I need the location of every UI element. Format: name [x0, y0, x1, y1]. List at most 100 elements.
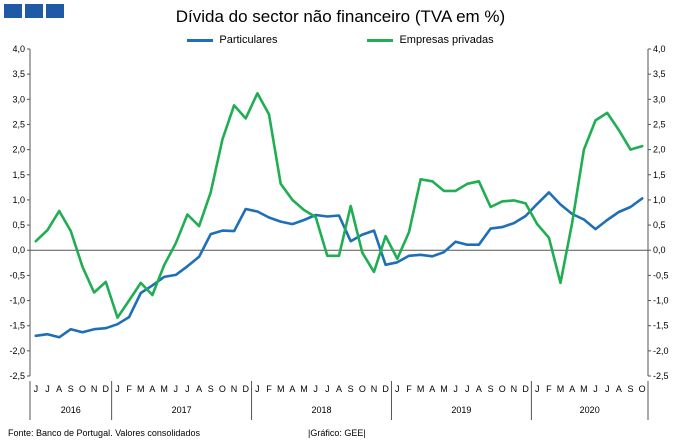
x-tick-label-month: N — [231, 384, 238, 394]
x-tick-label-month: F — [266, 384, 272, 394]
x-tick-label-month: M — [557, 384, 565, 394]
x-tick-label-month: D — [103, 384, 110, 394]
x-tick-label-month: F — [546, 384, 552, 394]
x-tick-label-month: A — [196, 384, 202, 394]
x-tick-label-month: A — [56, 384, 62, 394]
x-tick-label-month: O — [219, 384, 226, 394]
x-year-label: 2017 — [172, 405, 192, 415]
x-tick-label-month: S — [628, 384, 634, 394]
x-tick-label-month: J — [313, 384, 318, 394]
y-tick-label-right: 0,0 — [653, 245, 666, 255]
x-tick-label-month: D — [522, 384, 529, 394]
x-tick-label-month: A — [289, 384, 295, 394]
y-tick-label-right: 2,5 — [653, 119, 666, 129]
x-year-label: 2019 — [451, 405, 471, 415]
y-tick-label-right: 3,0 — [653, 94, 666, 104]
legend-label: Empresas privadas — [399, 34, 494, 46]
x-tick-label-month: S — [348, 384, 354, 394]
x-tick-label-month: O — [639, 384, 646, 394]
x-year-label: 2018 — [311, 405, 331, 415]
x-tick-label-month: J — [255, 384, 260, 394]
x-tick-label-month: J — [174, 384, 179, 394]
series-line-empresas-privadas — [34, 92, 644, 319]
y-tick-label-right: 1,0 — [653, 195, 666, 205]
x-tick-label-month: J — [325, 384, 330, 394]
legend-item-particulares: Particulares — [187, 34, 277, 46]
x-tick-label-month: J — [453, 384, 458, 394]
x-tick-label-month: N — [371, 384, 378, 394]
y-tick-label-left: -2,0 — [9, 346, 25, 356]
logo-squares — [4, 4, 64, 18]
x-tick-label-month: M — [417, 384, 425, 394]
y-tick-label-right: -1,0 — [653, 296, 669, 306]
x-tick-label-month: O — [359, 384, 366, 394]
logo-square — [46, 4, 64, 18]
y-tick-label-right: -0,5 — [653, 270, 669, 280]
x-tick-label-month: A — [336, 384, 342, 394]
chart-title: Dívida do sector não financeiro (TVA em … — [175, 7, 506, 26]
legend-item-empresas: Empresas privadas — [367, 34, 494, 46]
x-tick-label-month: J — [535, 384, 540, 394]
y-tick-label-left: 1,5 — [12, 170, 25, 180]
x-tick-label-month: J — [185, 384, 190, 394]
legend: Particulares Empresas privadas — [0, 34, 681, 46]
y-tick-label-left: -1,5 — [9, 321, 25, 331]
logo-square — [4, 4, 22, 18]
y-tick-label-left: -1,0 — [9, 296, 25, 306]
logo-square — [25, 4, 43, 18]
x-tick-label-month: S — [68, 384, 74, 394]
y-tick-label-right: 1,5 — [653, 170, 666, 180]
x-tick-label-month: F — [126, 384, 132, 394]
y-tick-label-right: 2,0 — [653, 145, 666, 155]
x-tick-label-month: D — [242, 384, 249, 394]
y-tick-label-left: 0,0 — [12, 245, 25, 255]
y-tick-label-right: 0,5 — [653, 220, 666, 230]
x-tick-label-month: N — [511, 384, 518, 394]
x-tick-label-month: O — [499, 384, 506, 394]
x-tick-label-month: J — [115, 384, 120, 394]
x-tick-label-month: A — [429, 384, 435, 394]
x-tick-label-month: N — [91, 384, 98, 394]
x-tick-label-month: A — [616, 384, 622, 394]
x-year-label: 2020 — [580, 405, 600, 415]
y-tick-label-left: 4,0 — [12, 44, 25, 54]
y-tick-label-left: 3,0 — [12, 94, 25, 104]
x-tick-label-month: J — [395, 384, 400, 394]
legend-swatch — [187, 38, 214, 42]
x-tick-label-month: D — [382, 384, 389, 394]
y-tick-label-left: 1,0 — [12, 195, 25, 205]
y-tick-label-left: 3,5 — [12, 69, 25, 79]
x-tick-label-month: J — [45, 384, 50, 394]
y-tick-label-left: -2,5 — [9, 371, 25, 381]
x-year-label: 2016 — [61, 405, 81, 415]
x-tick-label-month: A — [569, 384, 575, 394]
x-tick-label-month: M — [137, 384, 145, 394]
x-tick-label-month: M — [160, 384, 168, 394]
y-tick-label-right: -2,5 — [653, 371, 669, 381]
x-tick-label-month: J — [593, 384, 598, 394]
y-tick-label-right: 3,5 — [653, 69, 666, 79]
x-tick-label-month: A — [149, 384, 155, 394]
series-line-particulares — [34, 191, 644, 339]
x-tick-label-month: M — [440, 384, 448, 394]
x-tick-label-month: O — [79, 384, 86, 394]
y-tick-label-left: 2,0 — [12, 145, 25, 155]
y-tick-label-right: -1,5 — [653, 321, 669, 331]
x-tick-label-month: J — [605, 384, 610, 394]
y-tick-label-left: -0,5 — [9, 270, 25, 280]
legend-label: Particulares — [219, 34, 278, 46]
x-tick-label-month: A — [476, 384, 482, 394]
y-tick-label-right: -2,0 — [653, 346, 669, 356]
x-tick-label-month: S — [208, 384, 214, 394]
y-tick-label-right: 4,0 — [653, 44, 666, 54]
x-tick-label-month: J — [465, 384, 470, 394]
x-tick-label-month: J — [34, 384, 39, 394]
credit-note: |Gráfico: GEE| — [308, 428, 366, 438]
legend-swatch — [367, 38, 394, 42]
source-note: Fonte: Banco de Portugal. Valores consol… — [8, 428, 200, 438]
x-tick-label-month: M — [277, 384, 285, 394]
x-tick-label-month: M — [580, 384, 588, 394]
x-tick-label-month: S — [488, 384, 494, 394]
x-tick-label-month: F — [406, 384, 412, 394]
